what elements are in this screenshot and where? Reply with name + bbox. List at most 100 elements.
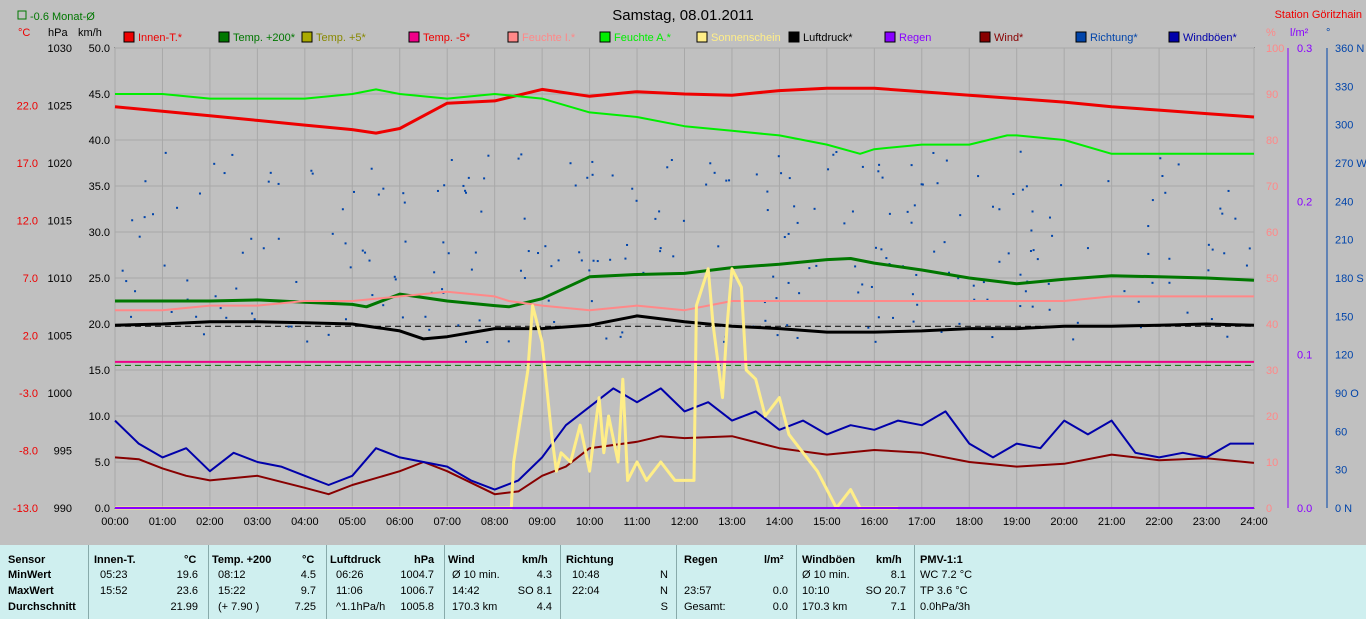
direction-point bbox=[857, 291, 860, 294]
direction-point bbox=[553, 320, 556, 323]
direction-point bbox=[832, 153, 835, 156]
direction-point bbox=[377, 193, 380, 196]
table-cell-temp_time: 15:22 bbox=[218, 585, 246, 597]
table-cell-pmv: TP 3.6 °C bbox=[920, 585, 968, 597]
direction-point bbox=[906, 210, 909, 213]
direction-point bbox=[592, 259, 595, 262]
tick-x: 06:00 bbox=[386, 516, 414, 528]
direction-point bbox=[1031, 305, 1034, 308]
direction-point bbox=[121, 269, 124, 272]
tick-direction: 360 N bbox=[1335, 43, 1364, 55]
tick-celsius: -13.0 bbox=[13, 503, 38, 515]
tick-x: 16:00 bbox=[861, 516, 889, 528]
direction-point bbox=[287, 325, 290, 328]
tick-x: 17:00 bbox=[908, 516, 936, 528]
tick-celsius: 7.0 bbox=[23, 273, 38, 285]
tick-x: 24:00 bbox=[1240, 516, 1268, 528]
series-line-feuchte-i- bbox=[115, 290, 1254, 312]
direction-point bbox=[537, 252, 540, 255]
direction-point bbox=[1248, 247, 1251, 250]
table-cell-boen_b: 8.1 bbox=[890, 569, 906, 581]
direction-point bbox=[1024, 290, 1027, 293]
direction-point bbox=[574, 184, 577, 187]
direction-point bbox=[945, 159, 948, 162]
direction-point bbox=[888, 212, 891, 215]
direction-point bbox=[1210, 318, 1213, 321]
table-cell-luft_time: 11:06 bbox=[336, 585, 363, 597]
direction-point bbox=[1226, 335, 1229, 338]
tick-kmh: 10.0 bbox=[89, 411, 110, 423]
tick-hpa: 1010 bbox=[48, 273, 72, 285]
direction-point bbox=[344, 318, 347, 321]
direction-point bbox=[631, 187, 634, 190]
direction-point bbox=[277, 237, 280, 240]
direction-point bbox=[1223, 252, 1226, 255]
legend: Innen-T.* Temp. +200* Temp. +5* Temp. -5* Fe… bbox=[123, 31, 1238, 44]
legend-swatch bbox=[788, 31, 800, 43]
direction-point bbox=[262, 247, 265, 250]
direction-point bbox=[808, 267, 811, 270]
direction-point bbox=[626, 243, 629, 246]
direction-point bbox=[885, 257, 888, 260]
table-cell-luft_val: 1005.8 bbox=[400, 601, 434, 613]
direction-point bbox=[932, 151, 935, 154]
table-cell-pmv: 0.0hPa/3h bbox=[920, 601, 971, 613]
tick-x: 11:00 bbox=[624, 516, 651, 528]
direction-point bbox=[401, 316, 404, 319]
direction-point bbox=[214, 295, 217, 298]
direction-point bbox=[131, 219, 134, 222]
direction-point bbox=[364, 251, 367, 254]
direction-point bbox=[1161, 174, 1164, 177]
tick-x: 01:00 bbox=[149, 516, 177, 528]
direction-point bbox=[991, 336, 994, 339]
direction-point bbox=[130, 315, 133, 318]
tick-x: 23:00 bbox=[1193, 516, 1221, 528]
header-boen: Windböen bbox=[802, 554, 856, 566]
table-cell-wind_b: 4.3 bbox=[536, 569, 552, 581]
tick-percent: 30 bbox=[1266, 365, 1278, 377]
direction-point bbox=[424, 315, 427, 318]
tick-direction: 30 bbox=[1335, 465, 1347, 477]
direction-point bbox=[787, 281, 790, 284]
direction-point bbox=[1164, 191, 1167, 194]
col-divider bbox=[796, 545, 797, 619]
tick-kmh: 0.0 bbox=[95, 503, 110, 515]
direction-point bbox=[441, 288, 444, 291]
header-regen-unit: l/m² bbox=[764, 554, 784, 566]
direction-point bbox=[443, 184, 446, 187]
table-cell-boen_b: 7.1 bbox=[890, 601, 906, 613]
direction-point bbox=[523, 277, 526, 280]
legend-swatch bbox=[408, 31, 420, 43]
direction-point bbox=[913, 204, 916, 207]
direction-point bbox=[433, 271, 436, 274]
direction-point bbox=[219, 307, 222, 310]
direction-point bbox=[295, 280, 298, 283]
legend-swatch bbox=[884, 31, 896, 43]
direction-point bbox=[1076, 321, 1079, 324]
tick-x: 09:00 bbox=[528, 516, 556, 528]
tick-hpa: 1025 bbox=[48, 101, 72, 113]
direction-point bbox=[591, 160, 594, 163]
legend-swatch bbox=[979, 31, 991, 43]
tick-direction: 60 bbox=[1335, 426, 1347, 438]
tick-percent: 10 bbox=[1266, 457, 1278, 469]
table-cell-innen_val: 23.6 bbox=[176, 585, 198, 597]
direction-point bbox=[943, 241, 946, 244]
direction-point bbox=[480, 210, 483, 213]
direction-point bbox=[796, 221, 799, 224]
tick-x: 12:00 bbox=[671, 516, 699, 528]
tick-celsius: 12.0 bbox=[17, 216, 38, 228]
direction-point bbox=[672, 255, 675, 258]
unit-kmh: km/h bbox=[78, 27, 102, 39]
direction-point bbox=[783, 236, 786, 239]
direction-point bbox=[1207, 243, 1210, 246]
legend-swatch bbox=[1075, 31, 1087, 43]
direction-point bbox=[306, 340, 309, 343]
direction-point bbox=[666, 166, 669, 169]
direction-point bbox=[815, 264, 818, 267]
tick-x: 19:00 bbox=[1003, 516, 1031, 528]
table-cell-regen_val: 0.0 bbox=[772, 601, 788, 613]
legend-label: Temp. +200* bbox=[233, 32, 296, 44]
stats-table: Sensor Innen-T. °C Temp. +200 °C Luftdru… bbox=[0, 545, 1366, 619]
tick-celsius: -8.0 bbox=[19, 446, 38, 458]
